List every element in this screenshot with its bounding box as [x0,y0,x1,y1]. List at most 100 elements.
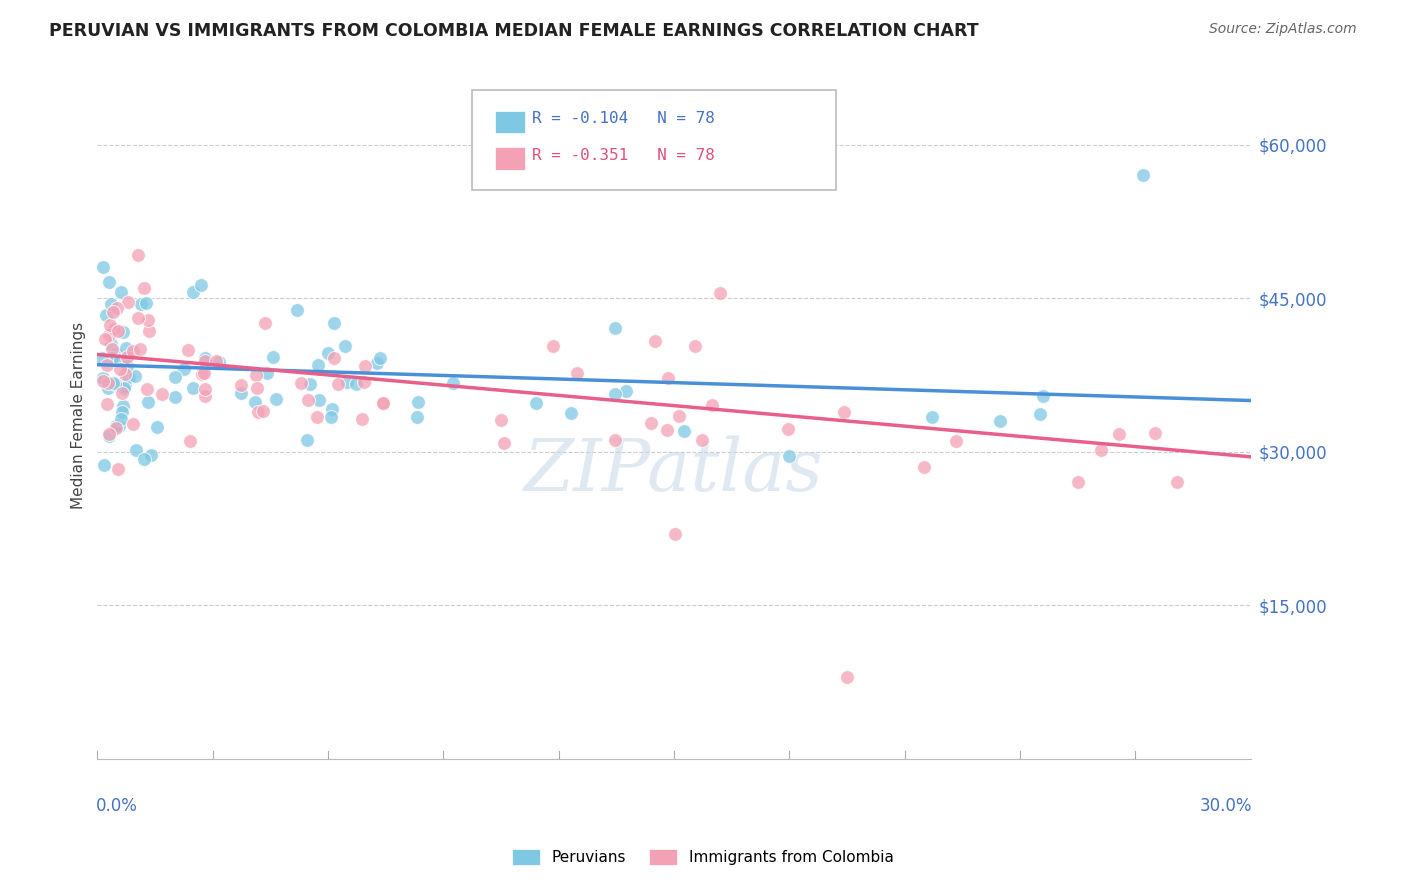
Point [664,526,686,541]
Point [111,325,134,339]
Point [1067,475,1090,490]
FancyBboxPatch shape [495,147,526,169]
Point [107,324,129,338]
Point [141,448,163,462]
Point [308,392,330,407]
Point [709,286,731,301]
Point [122,417,145,431]
Point [683,338,706,352]
Point [124,368,146,383]
Point [1143,425,1166,440]
Point [368,351,391,365]
Point [191,367,214,381]
Point [93,458,115,472]
Point [97,275,120,289]
Point [1032,389,1054,403]
Point [183,381,205,395]
Point [93,371,115,385]
Point [103,322,125,336]
Point [640,416,662,430]
Point [353,375,375,389]
Point [245,395,267,409]
Point [101,305,124,319]
Point [135,295,157,310]
Point [112,381,135,395]
Point [344,377,367,392]
Point [494,436,516,450]
Point [107,461,129,475]
Point [285,302,308,317]
Point [173,361,195,376]
Point [132,452,155,467]
Point [778,422,800,436]
Point [297,433,319,447]
Point [98,318,121,333]
Point [179,434,201,449]
Point [491,413,513,427]
Point [560,406,582,420]
Point [252,404,274,418]
Point [138,324,160,338]
Legend: Peruvians, Immigrants from Colombia: Peruvians, Immigrants from Colombia [506,843,900,871]
Point [354,359,377,373]
Point [194,389,217,403]
Point [299,376,322,391]
Point [328,377,350,392]
Point [350,412,373,426]
Point [114,367,136,381]
Text: Source: ZipAtlas.com: Source: ZipAtlas.com [1209,22,1357,37]
Point [96,358,118,372]
Text: 30.0%: 30.0% [1199,797,1251,814]
Point [105,301,128,315]
Point [111,399,134,413]
Point [204,354,226,368]
Point [644,334,666,349]
Point [100,337,122,351]
Point [333,339,356,353]
Point [134,281,156,295]
Point [321,401,343,416]
Point [111,405,134,419]
Point [524,396,547,410]
Point [835,670,858,684]
Text: ZIPatlas: ZIPatlas [524,435,824,506]
Point [183,285,205,300]
Point [117,294,139,309]
Point [264,392,287,406]
Point [690,434,713,448]
Point [321,409,343,424]
Point [190,278,212,293]
Point [128,343,150,357]
Point [110,412,132,426]
Point [778,449,800,463]
Point [336,375,359,389]
Point [371,396,394,410]
Point [177,343,200,357]
Text: 0.0%: 0.0% [96,797,138,814]
Point [94,332,117,346]
Point [165,390,187,404]
Point [194,383,217,397]
Point [127,310,149,325]
Y-axis label: Median Female Earnings: Median Female Earnings [72,322,86,509]
FancyBboxPatch shape [472,90,835,190]
Point [323,351,346,366]
Point [114,379,136,393]
Point [115,350,138,364]
Point [97,327,120,342]
Point [104,377,127,392]
Point [129,297,152,311]
Point [603,386,626,401]
Point [98,427,121,442]
Point [194,351,217,365]
Point [921,410,943,425]
Point [603,433,626,447]
Point [323,316,346,330]
Point [253,316,276,330]
Point [912,460,935,475]
Point [246,381,269,395]
Point [111,385,134,400]
Point [100,351,122,365]
Point [316,346,339,360]
Point [616,384,638,398]
